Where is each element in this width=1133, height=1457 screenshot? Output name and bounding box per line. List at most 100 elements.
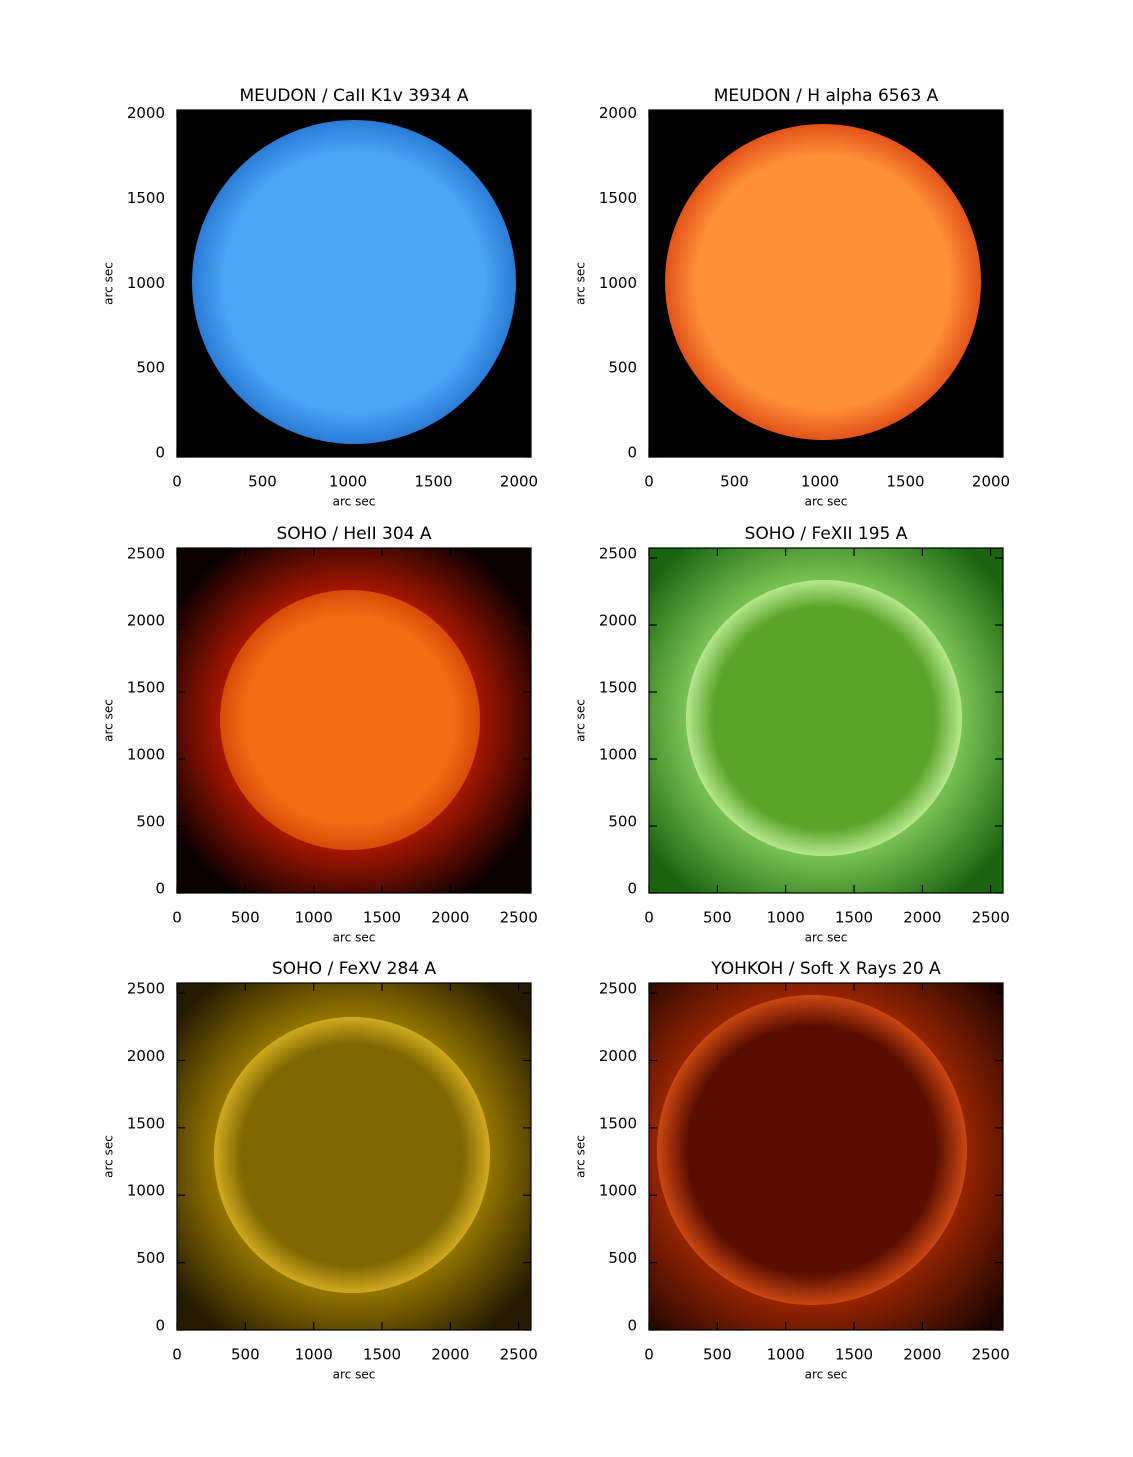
y-tick-label: 1000 — [599, 746, 637, 764]
y-axis-label: arc sec — [102, 1135, 116, 1178]
x-tick-label: 2500 — [972, 1346, 1010, 1364]
x-tick-label: 1000 — [767, 909, 805, 927]
panel: 0 500 1000 1500 2000 2500 0 500 1000 1500 2000 2500… — [574, 524, 1010, 945]
y-axis-label: arc sec — [102, 699, 116, 742]
x-tick-label: 2000 — [972, 473, 1010, 491]
x-tick-label: 2000 — [903, 1346, 941, 1364]
x-tick-label: 1500 — [886, 473, 924, 491]
x-tick-label: 1500 — [835, 1346, 873, 1364]
y-tick-label: 1000 — [127, 1182, 165, 1200]
y-tick-label: 1500 — [127, 1114, 165, 1132]
x-axis-label: arc sec — [333, 1368, 376, 1382]
x-tick-label: 2500 — [500, 909, 538, 927]
x-axis-label: arc sec — [805, 495, 848, 509]
y-tick-label: 2000 — [127, 104, 165, 122]
y-tick-label: 500 — [608, 1249, 637, 1267]
x-tick-label: 1000 — [767, 1346, 805, 1364]
y-tick-label: 1000 — [599, 1182, 637, 1200]
x-tick-label: 1000 — [295, 1346, 333, 1364]
x-tick-label: 500 — [231, 909, 260, 927]
chart-title: MEUDON / CaII K1v 3934 A — [239, 86, 468, 106]
y-tick-label: 500 — [136, 813, 165, 831]
y-tick-label: 0 — [627, 1317, 637, 1335]
x-axis-label: arc sec — [805, 1368, 848, 1382]
solar-disk — [192, 120, 516, 444]
x-tick-label: 1500 — [414, 473, 452, 491]
plot-frame — [176, 109, 532, 458]
x-tick-label: 2000 — [431, 1346, 469, 1364]
y-tick-label: 1000 — [127, 746, 165, 764]
plot-frame — [648, 547, 1004, 894]
y-tick-label: 0 — [627, 880, 637, 898]
x-tick-label: 500 — [703, 1346, 732, 1364]
y-tick-label: 1500 — [127, 679, 165, 697]
plot-frame — [648, 982, 1004, 1331]
chart-title: MEUDON / H alpha 6563 A — [714, 86, 939, 106]
y-tick-label: 2500 — [127, 545, 165, 563]
y-tick-label: 0 — [627, 444, 637, 462]
x-tick-label: 2500 — [500, 1346, 538, 1364]
x-axis-label: arc sec — [805, 931, 848, 945]
x-tick-label: 1000 — [329, 473, 367, 491]
x-tick-label: 1500 — [835, 909, 873, 927]
y-tick-label: 500 — [608, 359, 637, 377]
solar-disk — [665, 124, 981, 440]
chart-title: SOHO / HeII 304 A — [276, 524, 431, 544]
y-tick-label: 2000 — [599, 104, 637, 122]
y-tick-label: 500 — [608, 813, 637, 831]
chart-title: SOHO / FeXII 195 A — [745, 524, 908, 544]
y-tick-label: 2000 — [127, 1047, 165, 1065]
panel: 0 500 1000 1500 2000 2500 0 500 1000 1500 2000 2500… — [102, 959, 538, 1382]
y-tick-label: 2500 — [127, 980, 165, 998]
solar-disk — [657, 995, 967, 1305]
y-tick-label: 2500 — [599, 980, 637, 998]
chart-title: YOHKOH / Soft X Rays 20 A — [710, 959, 941, 979]
x-axis-label: arc sec — [333, 931, 376, 945]
y-tick-label: 2500 — [599, 545, 637, 563]
x-tick-label: 1500 — [363, 1346, 401, 1364]
plot-frame — [648, 109, 1004, 458]
x-tick-label: 500 — [248, 473, 277, 491]
solar-disk — [220, 590, 480, 850]
y-tick-label: 1500 — [599, 189, 637, 207]
y-tick-label: 0 — [155, 880, 165, 898]
y-tick-label: 500 — [136, 1249, 165, 1267]
solar-disk — [686, 580, 962, 856]
y-axis-label: arc sec — [574, 699, 588, 742]
panel: 0 500 1000 1500 2000 2500 0 500 1000 1500 2000 2500… — [574, 959, 1010, 1382]
x-tick-label: 0 — [172, 909, 182, 927]
x-tick-label: 0 — [644, 909, 654, 927]
y-tick-label: 1500 — [127, 189, 165, 207]
x-tick-label: 1000 — [295, 909, 333, 927]
x-tick-label: 1000 — [801, 473, 839, 491]
y-tick-label: 1000 — [127, 274, 165, 292]
x-tick-label: 2000 — [500, 473, 538, 491]
y-tick-label: 1000 — [599, 274, 637, 292]
x-tick-label: 500 — [231, 1346, 260, 1364]
y-axis-label: arc sec — [574, 1135, 588, 1178]
x-axis-label: arc sec — [333, 495, 376, 509]
x-tick-label: 500 — [720, 473, 749, 491]
x-tick-label: 0 — [172, 473, 182, 491]
y-axis-label: arc sec — [574, 262, 588, 305]
panel: 0 500 1000 1500 2000 0 500 1000 1500 2000 MEUDON /… — [102, 86, 539, 509]
plot-frame — [176, 982, 532, 1331]
y-tick-label: 2000 — [599, 1047, 637, 1065]
y-tick-label: 2000 — [127, 612, 165, 630]
x-tick-label: 1500 — [363, 909, 401, 927]
x-tick-label: 500 — [703, 909, 732, 927]
x-tick-label: 2000 — [431, 909, 469, 927]
y-tick-label: 2000 — [599, 612, 637, 630]
y-axis-label: arc sec — [102, 262, 116, 305]
plot-frame — [176, 547, 532, 894]
y-tick-label: 1500 — [599, 679, 637, 697]
panel: 0 500 1000 1500 2000 0 500 1000 1500 2000 MEUDON /… — [574, 86, 1011, 509]
x-tick-label: 2500 — [972, 909, 1010, 927]
chart-title: SOHO / FeXV 284 A — [272, 959, 437, 979]
y-tick-label: 1500 — [599, 1114, 637, 1132]
panel: 0 500 1000 1500 2000 2500 0 500 1000 1500 2000 2500… — [102, 524, 538, 945]
y-tick-label: 0 — [155, 1317, 165, 1335]
x-tick-label: 0 — [644, 1346, 654, 1364]
y-tick-label: 500 — [136, 359, 165, 377]
